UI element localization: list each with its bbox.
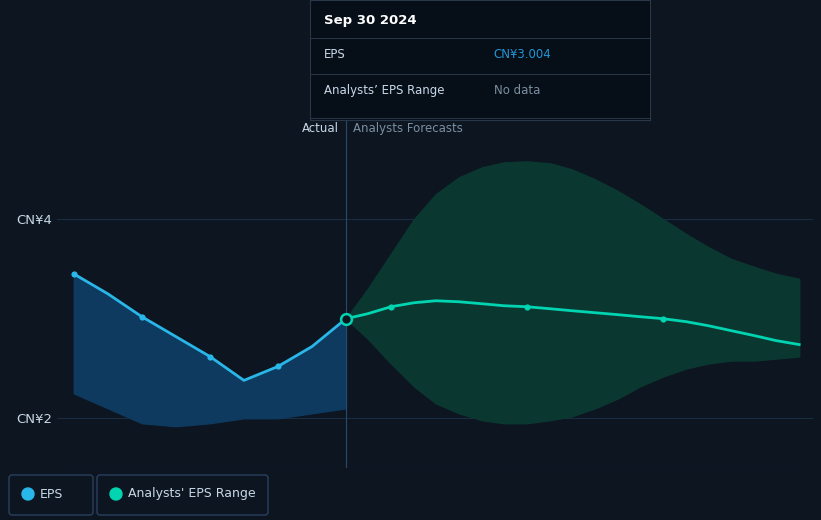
Text: CN¥3.004: CN¥3.004 <box>493 48 552 61</box>
Text: Analysts’ EPS Range: Analysts’ EPS Range <box>323 84 444 97</box>
Text: Sep 30 2024: Sep 30 2024 <box>323 15 416 28</box>
Point <box>384 303 397 311</box>
Point <box>204 353 217 361</box>
Circle shape <box>22 488 34 500</box>
Text: Analysts' EPS Range: Analysts' EPS Range <box>128 488 255 500</box>
Text: EPS: EPS <box>40 488 63 500</box>
Circle shape <box>110 488 122 500</box>
Point <box>657 315 670 323</box>
Text: Actual: Actual <box>302 122 339 135</box>
Point <box>339 315 352 323</box>
Point <box>135 313 149 321</box>
Point <box>272 362 285 371</box>
Point <box>521 303 534 311</box>
Point <box>67 270 80 278</box>
Point <box>339 315 352 323</box>
Text: No data: No data <box>493 84 540 97</box>
Text: EPS: EPS <box>323 48 346 61</box>
FancyBboxPatch shape <box>9 475 93 515</box>
Text: Analysts Forecasts: Analysts Forecasts <box>353 122 463 135</box>
FancyBboxPatch shape <box>97 475 268 515</box>
